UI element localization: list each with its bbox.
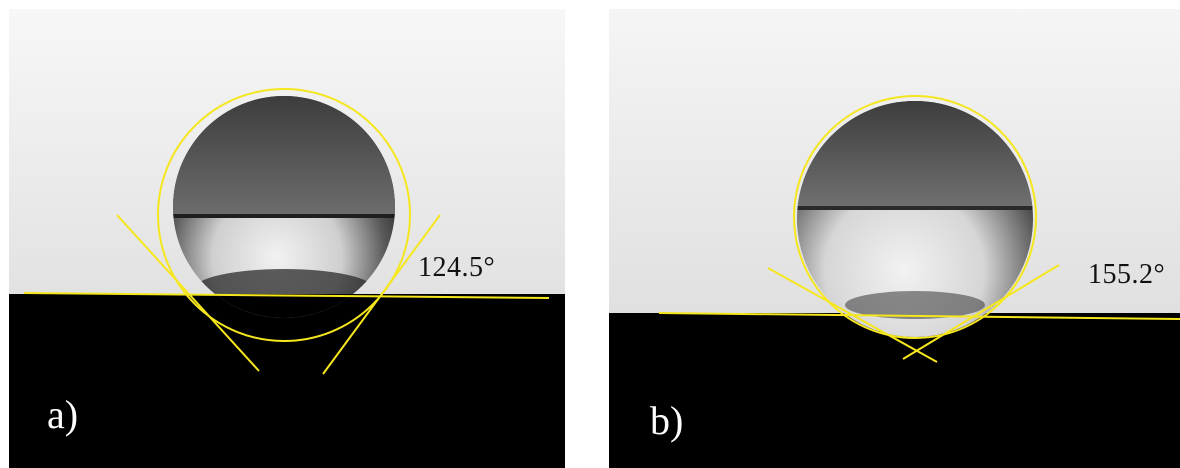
substrate [9, 294, 565, 468]
tangent-line-right [902, 264, 1060, 360]
tangent-line-right [322, 214, 441, 375]
tangent-line-left [767, 267, 938, 363]
panel-b: 155.2° b) [609, 9, 1180, 468]
fit-circle [793, 95, 1037, 339]
droplet-photo-b [609, 9, 1180, 468]
panel-letter: b) [650, 398, 684, 443]
panel-a: 124.5° a) [9, 9, 565, 468]
tangent-line-left [116, 214, 260, 372]
contact-angle-label: 124.5° [418, 252, 496, 283]
baseline [23, 292, 550, 299]
droplet [797, 101, 1033, 337]
droplet-photo-a [9, 9, 565, 468]
contact-angle-label: 155.2° [1088, 259, 1166, 290]
panel-letter: a) [47, 392, 79, 437]
baseline [658, 312, 1180, 320]
fit-circle [157, 88, 411, 342]
